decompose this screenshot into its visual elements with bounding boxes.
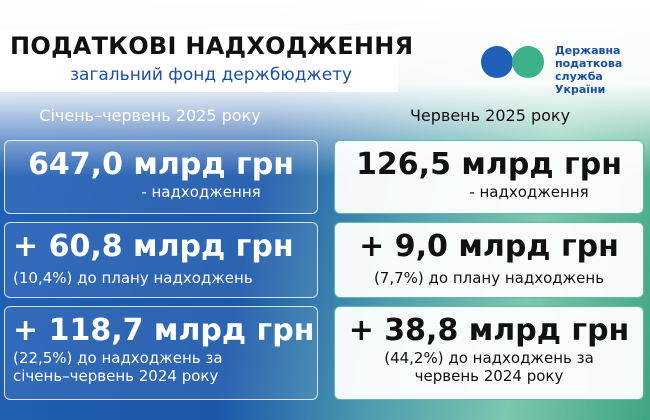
stat-caption: (44,2%) до надходжень за	[384, 349, 594, 367]
logo-text: Державна податкова служба України	[555, 44, 650, 96]
stat-caption: - надходження	[469, 183, 589, 201]
stat-card: + 118,7 млрд грн (22,5%) до надходжень з…	[4, 306, 318, 400]
stat-value: 126,5 млрд грн	[356, 147, 622, 182]
stat-card: + 9,0 млрд грн (7,7%) до плану надходжен…	[334, 222, 644, 298]
stat-card: + 60,8 млрд грн (10,4%) до плану надходж…	[4, 222, 318, 298]
stat-caption: (22,5%) до надходжень за	[13, 349, 223, 367]
column-heading: Червень 2025 року	[409, 106, 571, 125]
title-box: ПОДАТКОВІ НАДХОДЖЕННЯ загальний фонд дер…	[0, 30, 413, 92]
stat-card: 647,0 млрд грн - надходження	[4, 140, 318, 214]
logo-circle	[512, 46, 544, 78]
stat-value: 647,0 млрд грн	[28, 147, 294, 182]
logo-line: Державна	[555, 44, 621, 57]
stat-caption: - надходження	[141, 183, 261, 201]
stat-value: + 38,8 млрд грн	[348, 313, 630, 348]
column-heading: Січень–червень 2025 року	[39, 106, 261, 125]
logo-line: служба України	[555, 70, 606, 96]
stat-card: 126,5 млрд грн - надходження	[334, 140, 644, 214]
stat-caption: січень–червень 2024 року	[13, 367, 219, 385]
subtitle: загальний фонд держбюджету	[70, 65, 353, 85]
stat-caption: (7,7%) до плану надходжень	[373, 269, 605, 287]
stat-caption: червень 2024 року	[414, 367, 564, 385]
stat-caption: (10,4%) до плану надходжень	[13, 269, 253, 287]
stat-value: + 118,7 млрд грн	[13, 313, 315, 348]
logo-line: податкова	[555, 57, 623, 70]
stat-value: + 60,8 млрд грн	[13, 229, 294, 264]
stat-card: + 38,8 млрд грн (44,2%) до надходжень за…	[334, 306, 644, 400]
logo-circle	[481, 46, 513, 78]
title: ПОДАТКОВІ НАДХОДЖЕННЯ	[10, 32, 414, 60]
stat-value: + 9,0 млрд грн	[359, 229, 619, 264]
